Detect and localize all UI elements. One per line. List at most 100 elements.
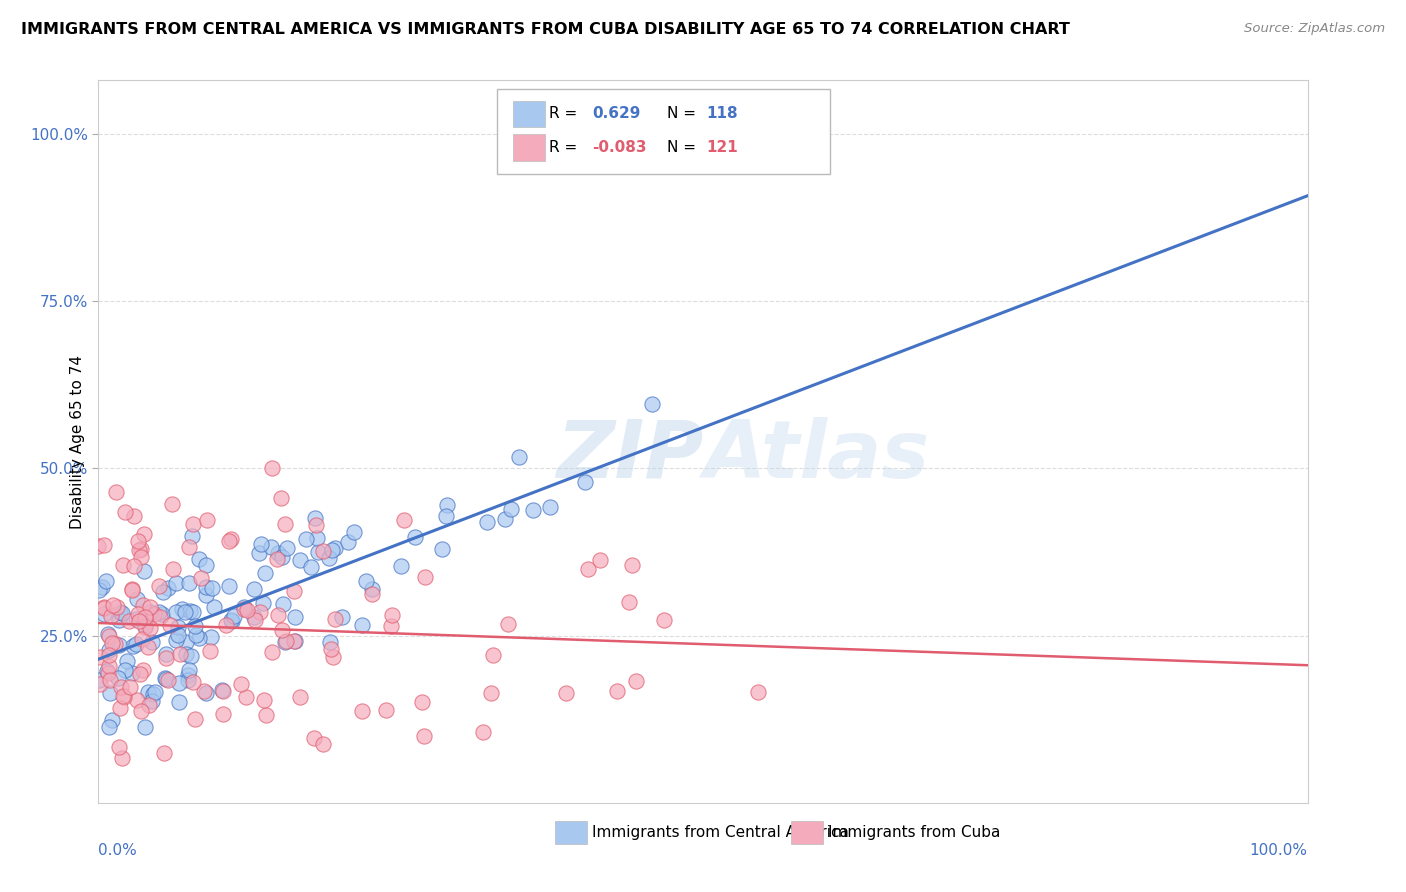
Point (122, 509, 145, 524)
Point (108, 606, 131, 620)
Point (243, 610, 266, 624)
Point (155, 651, 177, 665)
Point (508, 450, 530, 464)
Point (142, 687, 165, 701)
FancyBboxPatch shape (555, 821, 586, 844)
Point (121, 582, 143, 596)
Point (200, 630, 222, 644)
Point (101, 636, 124, 650)
Point (125, 637, 148, 651)
Point (111, 751, 134, 765)
Text: Source: ZipAtlas.com: Source: ZipAtlas.com (1244, 22, 1385, 36)
Point (125, 612, 148, 626)
Point (91, 580, 114, 594)
Point (139, 605, 162, 619)
Point (121, 665, 143, 680)
Point (288, 553, 311, 567)
Point (236, 602, 259, 616)
Point (221, 613, 243, 627)
Point (392, 512, 415, 526)
Point (97, 720, 120, 734)
Point (160, 497, 183, 511)
Text: N =: N = (666, 106, 700, 121)
Point (108, 638, 131, 652)
Point (136, 640, 159, 655)
Point (89, 677, 111, 691)
Point (430, 541, 453, 556)
Point (152, 747, 174, 761)
Point (243, 613, 266, 627)
Point (270, 491, 292, 505)
Point (641, 397, 664, 411)
Point (307, 545, 329, 559)
Point (150, 607, 173, 621)
Point (274, 634, 297, 648)
Point (177, 541, 200, 555)
Point (134, 720, 156, 734)
Point (188, 631, 211, 645)
Point (211, 682, 233, 697)
Point (134, 526, 156, 541)
Point (97, 626, 120, 640)
Point (134, 620, 156, 634)
Point (127, 607, 149, 621)
Point (262, 645, 284, 659)
Point (101, 713, 124, 727)
Point (522, 503, 544, 517)
Point (247, 546, 270, 560)
Point (576, 562, 599, 576)
Point (254, 707, 277, 722)
Point (254, 566, 277, 580)
Text: IMMIGRANTS FROM CENTRAL AMERICA VS IMMIGRANTS FROM CUBA DISABILITY AGE 65 TO 74 : IMMIGRANTS FROM CENTRAL AMERICA VS IMMIG… (21, 22, 1070, 37)
Point (276, 541, 298, 555)
Point (122, 639, 145, 653)
Point (624, 673, 647, 688)
Point (183, 712, 205, 726)
Point (159, 618, 181, 632)
Text: 100.0%: 100.0% (1250, 843, 1308, 857)
Point (174, 635, 197, 649)
Point (153, 671, 176, 685)
Point (194, 580, 217, 594)
Point (108, 701, 131, 715)
Point (127, 591, 149, 606)
Point (181, 606, 204, 620)
Point (221, 614, 243, 628)
Point (132, 663, 155, 677)
Point (165, 575, 187, 590)
Point (105, 484, 128, 499)
Point (139, 599, 162, 614)
Point (166, 628, 188, 642)
Point (361, 582, 384, 596)
Point (538, 500, 561, 514)
Point (284, 609, 307, 624)
Point (299, 560, 322, 574)
Point (136, 684, 159, 698)
Point (471, 725, 494, 739)
Point (100, 609, 122, 624)
Point (194, 588, 217, 602)
Point (169, 647, 191, 661)
Point (111, 558, 134, 573)
Point (302, 731, 325, 745)
Point (260, 540, 283, 554)
Point (87, 583, 110, 598)
Point (118, 614, 141, 628)
Point (389, 558, 412, 573)
Point (121, 583, 143, 598)
Point (134, 619, 156, 633)
Point (494, 512, 516, 526)
Text: R =: R = (550, 106, 582, 121)
Point (322, 650, 344, 665)
Point (288, 690, 311, 704)
Y-axis label: Disability Age 65 to 74: Disability Age 65 to 74 (69, 354, 84, 529)
Point (89, 650, 111, 665)
Point (155, 673, 177, 687)
Point (112, 690, 135, 705)
Point (312, 544, 335, 558)
Point (479, 686, 502, 700)
Point (381, 607, 404, 622)
Point (138, 621, 160, 635)
Point (475, 515, 498, 529)
Point (295, 532, 318, 546)
